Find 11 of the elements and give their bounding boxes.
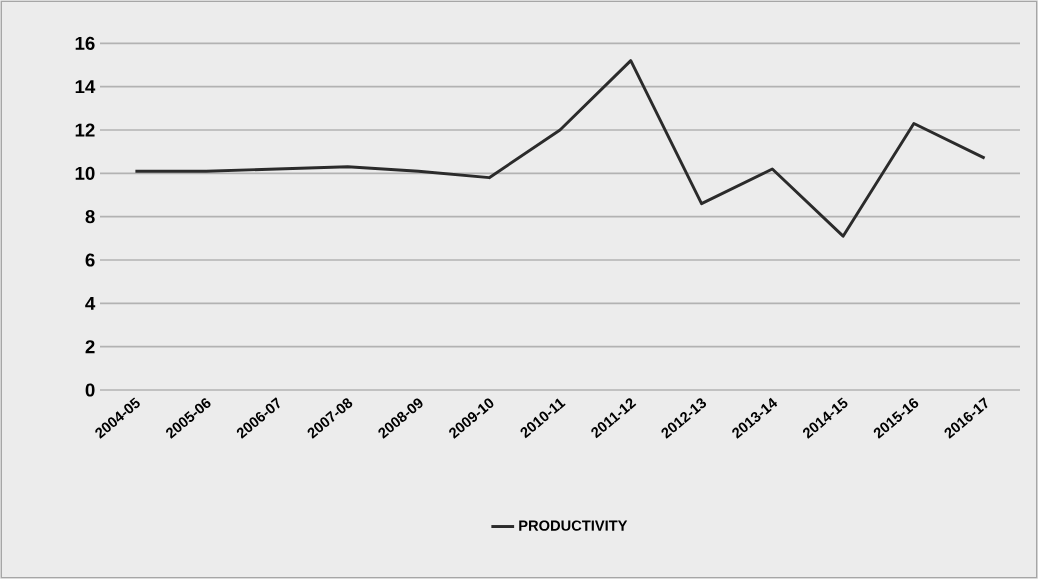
y-tick-label: 4 xyxy=(85,296,96,310)
line-series xyxy=(133,59,987,238)
y-tick-label: 0 xyxy=(85,383,95,397)
y-tick-label: 2 xyxy=(85,340,95,354)
y-tick-label: 10 xyxy=(75,166,95,180)
y-tick-label: 14 xyxy=(75,80,96,94)
y-tick-label: 12 xyxy=(75,123,95,137)
y-tick-label: 16 xyxy=(75,36,95,50)
y-tick-label: 8 xyxy=(85,210,95,224)
legend-label: PRODUCTIVITY xyxy=(519,520,628,531)
y-tick-label: 6 xyxy=(85,253,95,267)
